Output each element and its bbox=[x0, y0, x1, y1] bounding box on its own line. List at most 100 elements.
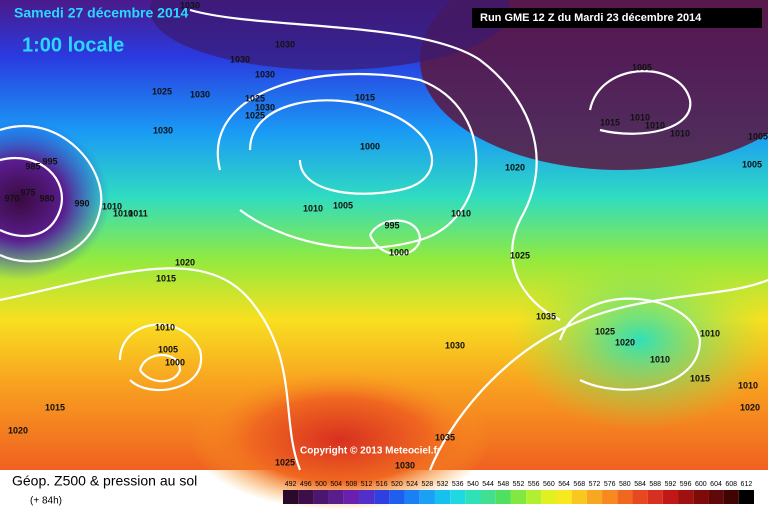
contour bbox=[0, 157, 63, 238]
colorbar: 492 496 500 504 508 512 516 520 524 528 532 536 540 5… bbox=[283, 481, 754, 504]
colorbar-cell bbox=[450, 490, 466, 504]
colorbar-label: 592 bbox=[665, 481, 677, 488]
isobar-label: 1015 bbox=[600, 117, 620, 127]
isobar-label: 1020 bbox=[740, 402, 760, 412]
isobar-label: 995 bbox=[42, 156, 57, 166]
contour bbox=[216, 72, 478, 250]
copyright: Copyright © 2013 Meteociel.fr bbox=[300, 446, 441, 457]
run-box bbox=[472, 8, 762, 28]
isobar-label: 1010 bbox=[645, 120, 665, 130]
colorbar-cell bbox=[526, 490, 542, 504]
isobar-label: 990 bbox=[74, 198, 89, 208]
isobar-label: 1020 bbox=[8, 425, 28, 435]
colorbar-label: 608 bbox=[725, 481, 737, 488]
isobar-label: 1025 bbox=[275, 457, 295, 467]
isobar-label: 995 bbox=[384, 220, 399, 230]
isobar-label: 1030 bbox=[395, 460, 415, 470]
isobar-label: 1020 bbox=[505, 162, 525, 172]
colorbar-label: 524 bbox=[406, 481, 418, 488]
colorbar-label: 600 bbox=[695, 481, 707, 488]
isobar-label: 1011 bbox=[128, 208, 148, 218]
colorbar-cell bbox=[374, 490, 390, 504]
contour bbox=[368, 219, 422, 256]
isobar-label: 1010 bbox=[155, 322, 175, 332]
isobar-label: 1025 bbox=[152, 86, 172, 96]
contour bbox=[0, 267, 302, 471]
colorbar-label: 516 bbox=[376, 481, 388, 488]
isobar-label: 1005 bbox=[742, 159, 762, 169]
colorbar-label: 548 bbox=[497, 481, 509, 488]
isobar-label: 1000 bbox=[360, 141, 380, 151]
colorbar-label: 568 bbox=[573, 481, 585, 488]
isobar-label: 975 bbox=[20, 187, 35, 197]
isobar-label: 1030 bbox=[275, 39, 295, 49]
colorbar-label: 572 bbox=[589, 481, 601, 488]
isobar-label: 1010 bbox=[113, 208, 133, 218]
isobar-label: 970 bbox=[4, 193, 19, 203]
isobar-label: 1010 bbox=[670, 128, 690, 138]
contour bbox=[0, 124, 103, 263]
colorbar-label: 500 bbox=[315, 481, 327, 488]
colorbar-cell bbox=[465, 490, 481, 504]
colorbar-label: 496 bbox=[300, 481, 312, 488]
field-patch bbox=[510, 250, 768, 430]
colorbar-label: 604 bbox=[710, 481, 722, 488]
isobar-label: 1035 bbox=[536, 311, 556, 321]
isobar-label: 1020 bbox=[615, 337, 635, 347]
colorbar-label: 552 bbox=[513, 481, 525, 488]
colorbar-cell bbox=[495, 490, 511, 504]
run-label: Run GME 12 Z du Mardi 23 décembre 2014 bbox=[480, 12, 702, 24]
colorbar-cell bbox=[723, 490, 739, 504]
colorbar-label: 588 bbox=[649, 481, 661, 488]
colorbar-cell bbox=[617, 490, 633, 504]
isobar-label: 1015 bbox=[355, 92, 375, 102]
colorbar-label: 540 bbox=[467, 481, 479, 488]
colorbar-cell bbox=[328, 490, 344, 504]
colorbar-cell bbox=[419, 490, 435, 504]
colorbar-cell bbox=[313, 490, 329, 504]
isobar-label: 1010 bbox=[700, 328, 720, 338]
date-label: Samedi 27 décembre 2014 bbox=[14, 5, 189, 21]
isobar-label: 1020 bbox=[175, 257, 195, 267]
isobar-label: 1010 bbox=[650, 354, 670, 364]
isobar-label: 1005 bbox=[333, 200, 353, 210]
colorbar-cell bbox=[632, 490, 648, 504]
isobar-label: 985 bbox=[25, 161, 40, 171]
contour bbox=[558, 297, 702, 391]
colorbar-cell bbox=[283, 490, 299, 504]
colorbar-cell bbox=[404, 490, 420, 504]
isobar-label: 1005 bbox=[748, 131, 768, 141]
colorbar-label: 580 bbox=[619, 481, 631, 488]
isobar-label: 1005 bbox=[632, 62, 652, 72]
isobar-label: 1010 bbox=[738, 380, 758, 390]
colorbar-cell bbox=[571, 490, 587, 504]
isobar-label: 1025 bbox=[245, 110, 265, 120]
colorbar-label: 560 bbox=[543, 481, 555, 488]
colorbar-cell bbox=[708, 490, 724, 504]
contour bbox=[138, 354, 182, 383]
colorbar-cell bbox=[541, 490, 557, 504]
isobar-label: 1015 bbox=[45, 402, 65, 412]
colorbar-label: 520 bbox=[391, 481, 403, 488]
colorbar-label: 596 bbox=[680, 481, 692, 488]
time-label: 1:00 locale bbox=[22, 34, 124, 56]
colorbar-cell bbox=[556, 490, 572, 504]
colorbar-cell bbox=[298, 490, 314, 504]
footer-title: Géop. Z500 & pression au sol bbox=[12, 473, 197, 489]
colorbar-cell bbox=[389, 490, 405, 504]
contour bbox=[248, 99, 433, 195]
isobar-label: 1030 bbox=[445, 340, 465, 350]
colorbar-cell bbox=[662, 490, 679, 504]
isobar-label: 1010 bbox=[451, 208, 471, 218]
field-patch bbox=[190, 370, 490, 510]
colorbar-label: 584 bbox=[634, 481, 646, 488]
isobar-label: 1010 bbox=[630, 112, 650, 122]
colorbar-label: 504 bbox=[330, 481, 342, 488]
footer-lead: (+ 84h) bbox=[30, 496, 62, 507]
contour bbox=[189, 8, 561, 321]
isobar-label: 1010 bbox=[303, 203, 323, 213]
colorbar-label: 612 bbox=[741, 481, 753, 488]
isobar-label: 1025 bbox=[510, 250, 530, 260]
